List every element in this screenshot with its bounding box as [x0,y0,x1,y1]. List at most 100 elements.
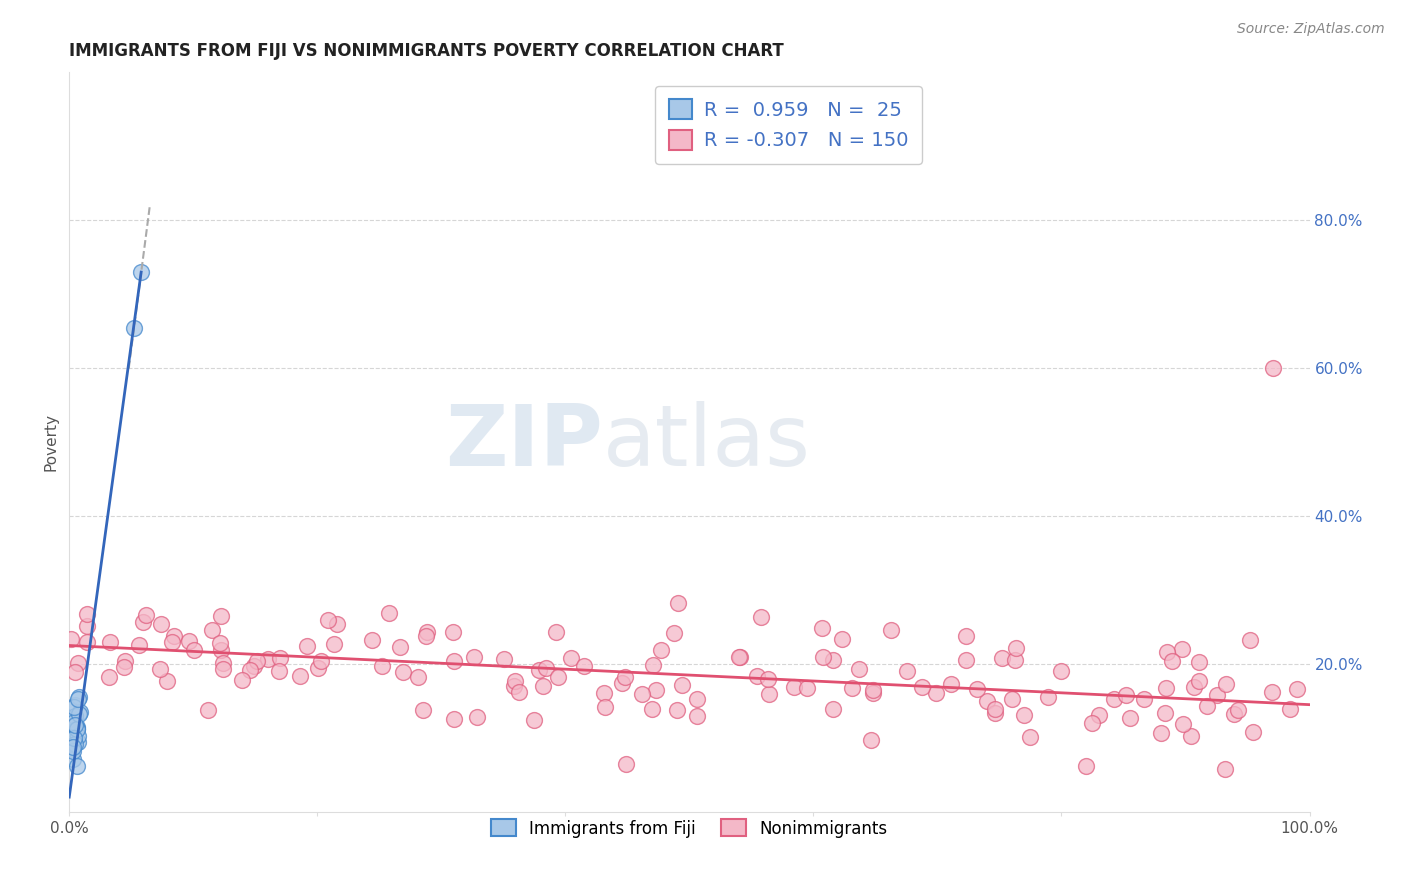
Point [149,662,172,676]
Point [135,608,157,623]
Point [132,615,155,630]
Point [686,708,709,723]
Point [976,694,998,708]
Point [63,665,86,679]
Point [880,623,903,637]
Text: ZIP: ZIP [444,401,603,483]
Point [465,710,488,724]
Point [536,661,558,675]
Point [966,682,988,697]
Point [758,687,780,701]
Point [593,700,616,714]
Point [1222,707,1244,722]
Point [1150,725,1173,739]
Point [269,651,291,665]
Point [378,607,401,621]
Point [197,702,219,716]
Point [128,638,150,652]
Point [686,691,709,706]
Point [650,643,672,657]
Point [211,656,233,670]
Point [613,671,636,685]
Point [76,607,98,622]
Point [1173,716,1195,731]
Point [544,625,567,640]
Point [641,702,664,716]
Point [783,680,806,694]
Point [209,643,232,657]
Point [209,608,232,623]
Point [67,690,90,705]
Point [406,670,429,684]
Point [503,673,526,688]
Point [1012,707,1035,722]
Point [316,613,339,627]
Point [1001,691,1024,706]
Point [860,733,883,747]
Point [65,737,87,751]
Point [65,708,87,723]
Point [412,703,434,717]
Point [492,652,515,666]
Point [1188,674,1211,689]
Point [201,624,224,638]
Text: Source: ZipAtlas.com: Source: ZipAtlas.com [1237,22,1385,37]
Point [269,665,291,679]
Point [983,701,1005,715]
Point [645,683,668,698]
Point [415,625,437,640]
Point [862,683,884,698]
Point [100,634,122,648]
Point [749,609,772,624]
Point [572,659,595,673]
Point [823,653,845,667]
Point [371,659,394,673]
Point [665,703,688,717]
Point [65,717,87,731]
Point [76,619,98,633]
Text: atlas: atlas [603,401,810,483]
Point [831,632,853,646]
Point [239,663,262,677]
Point [592,686,614,700]
Point [1215,677,1237,691]
Point [415,629,437,643]
Point [984,706,1007,721]
Point [1019,731,1042,745]
Point [1180,729,1202,743]
Point [1004,653,1026,667]
Point [1195,699,1218,714]
Point [821,702,844,716]
Point [208,635,231,649]
Point [326,617,349,632]
Point [1239,632,1261,647]
Point [955,629,977,643]
Point [62,713,84,727]
Point [463,649,485,664]
Point [1050,664,1073,678]
Point [911,680,934,694]
Point [297,639,319,653]
Point [69,705,91,719]
Point [508,685,530,699]
Point [1156,645,1178,659]
Text: IMMIGRANTS FROM FIJI VS NONIMMIGRANTS POVERTY CORRELATION CHART: IMMIGRANTS FROM FIJI VS NONIMMIGRANTS PO… [69,42,785,60]
Point [322,637,344,651]
Point [1182,680,1205,694]
Point [523,714,546,728]
Point [66,720,89,734]
Point [441,624,464,639]
Point [862,686,884,700]
Point [66,722,89,736]
Point [66,722,89,736]
Point [65,698,87,712]
Point [66,657,89,671]
Point [527,663,550,677]
Point [179,634,201,648]
Point [1153,706,1175,720]
Point [162,635,184,649]
Point [641,658,664,673]
Point [1261,685,1284,699]
Y-axis label: Poverty: Poverty [44,413,58,471]
Point [848,662,870,676]
